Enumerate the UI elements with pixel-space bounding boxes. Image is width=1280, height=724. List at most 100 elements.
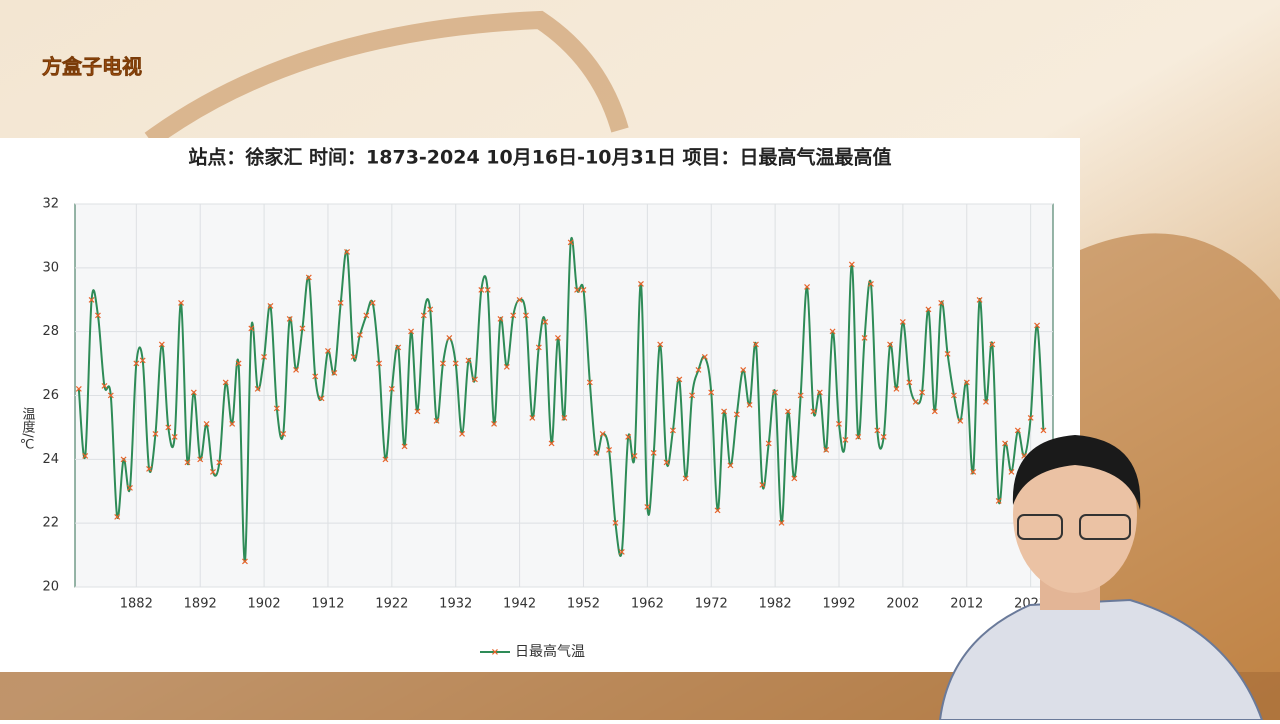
- data-point: ×: [190, 387, 198, 398]
- data-point: ×: [835, 419, 843, 430]
- wheat-decoration: [1080, 233, 1280, 721]
- data-point: ×: [273, 403, 281, 414]
- data-point: ×: [464, 355, 472, 366]
- y-tick-label: 30: [42, 260, 59, 275]
- data-point: ×: [982, 397, 990, 408]
- presenter-hair: [1012, 435, 1141, 510]
- data-point: ×: [956, 416, 964, 427]
- data-point: ×: [196, 454, 204, 465]
- data-point: ×: [241, 556, 249, 567]
- data-point: ×: [618, 547, 626, 558]
- data-point: ×: [567, 237, 575, 248]
- data-point: ×: [75, 384, 83, 395]
- data-point: ×: [880, 432, 888, 443]
- data-point: ×: [739, 365, 747, 376]
- data-point: ×: [113, 512, 121, 523]
- x-tick-label: 1882: [120, 597, 153, 612]
- data-point: ×: [592, 448, 600, 459]
- data-point: ×: [694, 365, 702, 376]
- data-point: ×: [911, 397, 919, 408]
- data-point: ×: [886, 339, 894, 350]
- data-point: ×: [733, 410, 741, 421]
- data-point: ×: [554, 333, 562, 344]
- data-point: ×: [822, 445, 830, 456]
- data-point: ×: [541, 317, 549, 328]
- data-point: ×: [483, 285, 491, 296]
- x-tick-label: 1972: [695, 597, 728, 612]
- data-point: ×: [170, 432, 178, 443]
- data-point: ×: [279, 429, 287, 440]
- data-point: ×: [164, 422, 172, 433]
- data-point: ×: [503, 362, 511, 373]
- data-point: ×: [254, 384, 262, 395]
- data-point: ×: [317, 394, 325, 405]
- data-point: ×: [528, 413, 536, 424]
- data-point: ×: [151, 429, 159, 440]
- y-tick-label: 26: [42, 388, 59, 403]
- data-point: ×: [1007, 467, 1015, 478]
- presenter-glasses: [1079, 514, 1131, 540]
- y-tick-label: 20: [42, 580, 59, 595]
- data-point: ×: [330, 368, 338, 379]
- data-point: ×: [579, 285, 587, 296]
- data-point: ×: [209, 467, 217, 478]
- data-point: ×: [515, 295, 523, 306]
- data-point: ×: [509, 311, 517, 322]
- legend-label: 日最高气温: [515, 643, 585, 660]
- data-point: ×: [681, 473, 689, 484]
- data-point: ×: [477, 285, 485, 296]
- data-point: ×: [975, 295, 983, 306]
- data-point: ×: [828, 327, 836, 338]
- data-point: ×: [119, 454, 127, 465]
- data-point: ×: [650, 448, 658, 459]
- y-tick-label: 32: [42, 197, 59, 212]
- data-point: ×: [943, 349, 951, 360]
- data-point: ×: [777, 518, 785, 529]
- x-tick-label: 2012: [950, 597, 983, 612]
- x-tick-label: 1962: [631, 597, 664, 612]
- data-point: ×: [228, 419, 236, 430]
- data-point: ×: [375, 359, 383, 370]
- data-point: ×: [407, 327, 415, 338]
- data-point: ×: [362, 311, 370, 322]
- data-point: ×: [950, 391, 958, 402]
- data-point: ×: [598, 429, 606, 440]
- data-point: ×: [292, 365, 300, 376]
- data-point: ×: [356, 330, 364, 341]
- data-point: ×: [247, 323, 255, 334]
- data-point: ×: [139, 355, 147, 366]
- x-tick-label: 1912: [311, 597, 344, 612]
- data-point: ×: [132, 359, 140, 370]
- data-point: ×: [969, 467, 977, 478]
- data-point: ×: [899, 317, 907, 328]
- data-point: ×: [624, 432, 632, 443]
- data-point: ×: [918, 387, 926, 398]
- x-tick-label: 1892: [184, 597, 217, 612]
- data-point: ×: [873, 426, 881, 437]
- legend-marker: ×: [491, 647, 499, 658]
- data-point: ×: [458, 429, 466, 440]
- series-line: [77, 237, 1045, 563]
- data-point: ×: [535, 343, 543, 354]
- channel-logo: 方盒子电视: [42, 55, 142, 79]
- x-tick-label: 1922: [375, 597, 408, 612]
- data-point: ×: [643, 502, 651, 513]
- data-point: ×: [1039, 426, 1047, 437]
- x-tick-label: 1982: [759, 597, 792, 612]
- data-point: ×: [324, 346, 332, 357]
- presenter-glasses: [1017, 514, 1063, 540]
- data-point: ×: [816, 387, 824, 398]
- data-point: ×: [745, 400, 753, 411]
- data-point: ×: [107, 391, 115, 402]
- data-point: ×: [637, 279, 645, 290]
- data-point: ×: [784, 406, 792, 417]
- data-point: ×: [892, 384, 900, 395]
- presenter-shirt: [938, 598, 1264, 721]
- y-axis-label: 温度/℃: [20, 407, 36, 452]
- data-point: ×: [177, 298, 185, 309]
- presenter: [938, 435, 1264, 721]
- data-point: ×: [803, 282, 811, 293]
- data-point: ×: [298, 323, 306, 334]
- data-point: ×: [81, 451, 89, 462]
